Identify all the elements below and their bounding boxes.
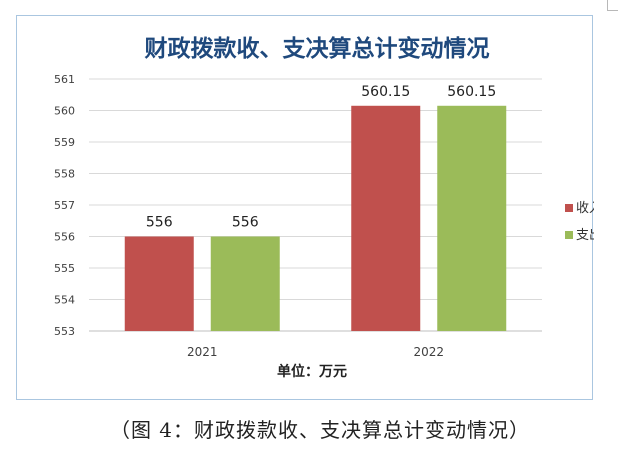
y-tick-label: 560 (54, 105, 75, 118)
y-tick-label: 554 (54, 294, 75, 307)
chart-title: 财政拨款收、支决算总计变动情况 (145, 35, 490, 62)
data-label: 560.15 (447, 84, 496, 100)
y-tick-label: 553 (54, 325, 75, 338)
x-axis-categories: 2021 2022 (187, 345, 444, 359)
bar-收入-2021 (124, 236, 194, 331)
y-tick-label: 557 (54, 199, 75, 212)
page-corner-mark (607, 0, 618, 11)
x-tick-label: 2021 (187, 345, 218, 359)
chart-frame: 财政拨款收、支决算总计变动情况 553 554 555 556 557 558 559 560… (16, 15, 594, 400)
y-tick-label: 556 (54, 231, 75, 244)
legend-label: 支出 (576, 228, 594, 243)
data-label: 556 (146, 215, 173, 231)
data-labels: 556 556 560.15 560.15 (146, 84, 496, 231)
legend-label: 收入 (576, 201, 594, 216)
legend-swatch (565, 231, 573, 239)
bar-支出-2021 (210, 236, 280, 331)
y-tick-label: 555 (54, 262, 75, 275)
y-tick-label: 558 (54, 168, 75, 181)
bar-chart: 财政拨款收、支决算总计变动情况 553 554 555 556 557 558 559 560… (54, 35, 594, 380)
x-tick-label: 2022 (413, 345, 444, 359)
bars (124, 105, 507, 332)
data-label: 556 (232, 215, 259, 231)
bar-收入-2022 (351, 105, 421, 332)
x-axis-label: 单位：万元 (277, 363, 347, 380)
y-tick-label: 561 (54, 73, 75, 86)
legend-swatch (565, 204, 573, 212)
bar-支出-2022 (437, 105, 507, 332)
figure-caption: （图 4：财政拨款收、支决算总计变动情况） (109, 418, 531, 442)
data-label: 560.15 (361, 84, 410, 100)
y-axis-ticks: 553 554 555 556 557 558 559 560 561 (54, 73, 75, 338)
y-tick-label: 559 (54, 136, 75, 149)
legend: 收入支出 (565, 201, 594, 243)
